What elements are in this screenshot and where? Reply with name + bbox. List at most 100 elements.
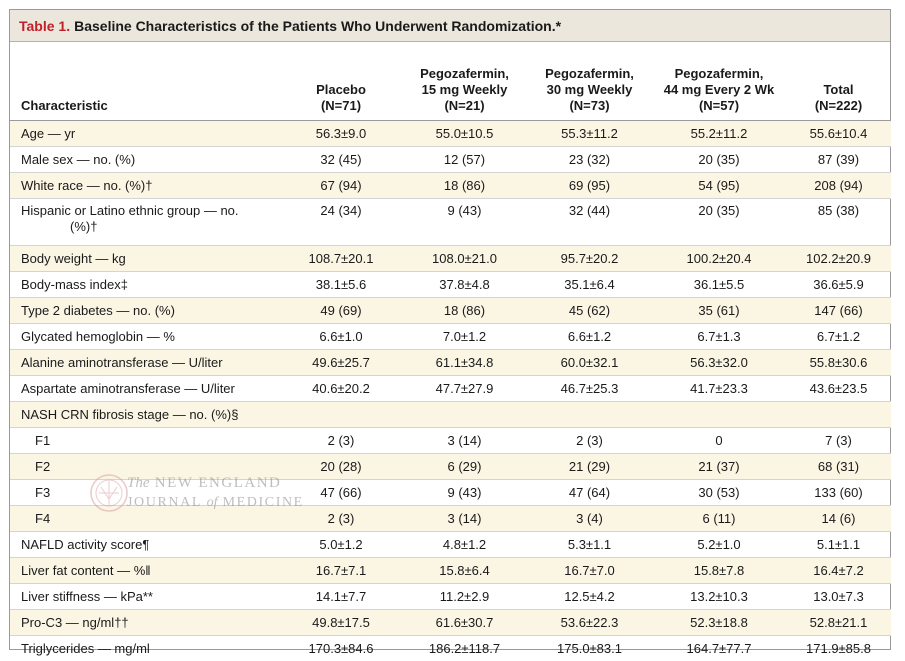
row-label-text: Hispanic or Latino ethnic group — no. <box>21 203 239 218</box>
cell-value: 35 (61) <box>652 298 786 324</box>
header-characteristic: Characteristic <box>10 42 280 121</box>
cell-value: 68 (31) <box>786 454 891 480</box>
cell-value: 6.7±1.3 <box>652 324 786 350</box>
row-label: F1 <box>10 428 280 454</box>
cell-value: 47 (64) <box>527 480 652 506</box>
cell-value: 20 (35) <box>652 199 786 246</box>
row-label: F4 <box>10 506 280 532</box>
cell-value: 175.0±83.1 <box>527 636 652 661</box>
row-label: Alanine aminotransferase — U/liter <box>10 350 280 376</box>
row-label-text: F2 <box>35 459 50 474</box>
cell-value: 49.8±17.5 <box>280 610 402 636</box>
cell-value: 56.3±9.0 <box>280 121 402 147</box>
row-label-text: F1 <box>35 433 50 448</box>
cell-value <box>652 402 786 428</box>
cell-value: 55.8±30.6 <box>786 350 891 376</box>
cell-value: 2 (3) <box>280 506 402 532</box>
cell-value: 9 (43) <box>402 480 527 506</box>
table-title-bar: Table 1. Baseline Characteristics of the… <box>10 10 890 42</box>
row-label: Pro-C3 — ng/ml†† <box>10 610 280 636</box>
header-line: (N=73) <box>527 98 652 114</box>
header-arm-1: Placebo(N=71) <box>280 42 402 121</box>
cell-value: 36.6±5.9 <box>786 272 891 298</box>
table-row: Male sex — no. (%)32 (45)12 (57)23 (32)2… <box>10 147 891 173</box>
cell-value: 69 (95) <box>527 173 652 199</box>
row-label-text: F3 <box>35 485 50 500</box>
row-label: White race — no. (%)† <box>10 173 280 199</box>
cell-value: 95.7±20.2 <box>527 246 652 272</box>
cell-value: 171.9±85.8 <box>786 636 891 661</box>
header-line: Pegozafermin, <box>652 66 786 82</box>
cell-value: 14 (6) <box>786 506 891 532</box>
cell-value: 3 (14) <box>402 428 527 454</box>
table-row: NASH CRN fibrosis stage — no. (%)§ <box>10 402 891 428</box>
row-label: Type 2 diabetes — no. (%) <box>10 298 280 324</box>
cell-value: 49.6±25.7 <box>280 350 402 376</box>
row-label: Liver fat content — %‖ <box>10 558 280 584</box>
cell-value: 108.7±20.1 <box>280 246 402 272</box>
cell-value: 5.0±1.2 <box>280 532 402 558</box>
table-number: Table 1. <box>19 18 70 34</box>
header-line: Pegozafermin, <box>527 66 652 82</box>
row-label-text: Type 2 diabetes — no. (%) <box>21 303 175 318</box>
row-label-text: Body-mass index‡ <box>21 277 128 292</box>
header-line: (N=222) <box>786 98 891 114</box>
row-label: F2 <box>10 454 280 480</box>
cell-value <box>402 402 527 428</box>
row-label: Male sex — no. (%) <box>10 147 280 173</box>
row-label-text: Pro-C3 — ng/ml†† <box>21 615 129 630</box>
cell-value: 30 (53) <box>652 480 786 506</box>
row-label: F3 <box>10 480 280 506</box>
cell-value: 3 (14) <box>402 506 527 532</box>
row-label-text: NASH CRN fibrosis stage — no. (%)§ <box>21 407 238 422</box>
cell-value: 6 (11) <box>652 506 786 532</box>
cell-value: 67 (94) <box>280 173 402 199</box>
cell-value: 43.6±23.5 <box>786 376 891 402</box>
cell-value: 102.2±20.9 <box>786 246 891 272</box>
cell-value: 18 (86) <box>402 173 527 199</box>
cell-value: 16.7±7.1 <box>280 558 402 584</box>
row-label-text: Glycated hemoglobin — % <box>21 329 175 344</box>
cell-value: 5.3±1.1 <box>527 532 652 558</box>
cell-value: 6.6±1.0 <box>280 324 402 350</box>
cell-value: 47.7±27.9 <box>402 376 527 402</box>
cell-value: 15.8±6.4 <box>402 558 527 584</box>
cell-value: 32 (44) <box>527 199 652 246</box>
row-label-text: White race — no. (%)† <box>21 178 153 193</box>
cell-value: 164.7±77.7 <box>652 636 786 661</box>
cell-value: 41.7±23.3 <box>652 376 786 402</box>
cell-value: 21 (29) <box>527 454 652 480</box>
cell-value: 12 (57) <box>402 147 527 173</box>
cell-value: 55.2±11.2 <box>652 121 786 147</box>
header-line: Total <box>786 82 891 98</box>
cell-value: 53.6±22.3 <box>527 610 652 636</box>
cell-value: 7 (3) <box>786 428 891 454</box>
cell-value: 38.1±5.6 <box>280 272 402 298</box>
header-line: (N=71) <box>280 98 402 114</box>
row-label: Triglycerides — mg/ml <box>10 636 280 661</box>
cell-value: 40.6±20.2 <box>280 376 402 402</box>
table-title: Baseline Characteristics of the Patients… <box>74 18 561 34</box>
cell-value: 54 (95) <box>652 173 786 199</box>
row-label-text: Aspartate aminotransferase — U/liter <box>21 381 235 396</box>
cell-value: 85 (38) <box>786 199 891 246</box>
row-label: Hispanic or Latino ethnic group — no.(%)… <box>10 199 280 246</box>
row-label-text: Triglycerides — mg/ml <box>21 641 150 656</box>
cell-value: 186.2±118.7 <box>402 636 527 661</box>
row-label-text: Body weight — kg <box>21 251 126 266</box>
cell-value: 46.7±25.3 <box>527 376 652 402</box>
cell-value: 0 <box>652 428 786 454</box>
row-label: NASH CRN fibrosis stage — no. (%)§ <box>10 402 280 428</box>
row-label: Glycated hemoglobin — % <box>10 324 280 350</box>
table-row: Aspartate aminotransferase — U/liter 40.6… <box>10 376 891 402</box>
row-label-continuation: (%)† <box>21 219 274 235</box>
cell-value: 133 (60) <box>786 480 891 506</box>
